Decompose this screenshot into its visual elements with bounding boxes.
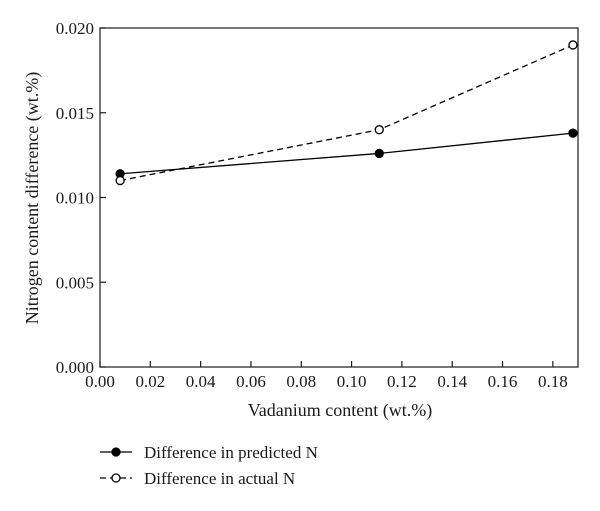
y-tick-label: 0.020	[56, 19, 94, 38]
plot-border	[99, 27, 579, 368]
plot-frame	[99, 27, 579, 368]
legend: Difference in predicted N Difference in a…	[100, 443, 318, 488]
x-tick-label: 0.04	[186, 372, 216, 391]
legend-marker-0	[111, 447, 121, 457]
series-0-point	[568, 128, 578, 138]
y-tick-label: 0.000	[56, 358, 94, 377]
x-tick-label: 0.08	[286, 372, 316, 391]
x-axis-title: Vadanium content (wt.%)	[248, 400, 432, 421]
y-axis-title: Nitrogen content difference (wt.%)	[22, 72, 43, 325]
legend-label-0: Difference in predicted N	[144, 443, 318, 462]
y-axis-ticks: 0.000 0.005 0.010 0.015 0.020	[56, 19, 106, 377]
x-tick-label: 0.12	[387, 372, 417, 391]
series-0-point	[374, 148, 384, 159]
x-axis-ticks: 0.00 0.02 0.04 0.06 0.08 0.10 0.12 0.14 0.16 0.18	[85, 361, 568, 391]
x-tick-label: 0.10	[337, 372, 367, 391]
y-tick-label: 0.005	[56, 273, 94, 292]
x-tick-label: 0.02	[135, 372, 165, 391]
series-line-1	[120, 44, 574, 182]
series-1-point	[374, 125, 384, 135]
legend-label-1: Difference in actual N	[144, 469, 295, 488]
x-tick-label: 0.00	[85, 372, 115, 391]
series-line-0	[120, 132, 574, 175]
x-tick-label: 0.14	[437, 372, 467, 391]
y-tick-label: 0.015	[56, 104, 94, 123]
series-1-point	[115, 175, 125, 186]
series-1-point	[568, 40, 578, 50]
series-layer	[115, 40, 578, 186]
x-tick-label: 0.06	[236, 372, 266, 391]
y-tick-label: 0.010	[56, 189, 94, 208]
x-tick-label: 0.16	[488, 372, 518, 391]
x-tick-label: 0.18	[538, 372, 568, 391]
legend-marker-1	[111, 473, 121, 483]
